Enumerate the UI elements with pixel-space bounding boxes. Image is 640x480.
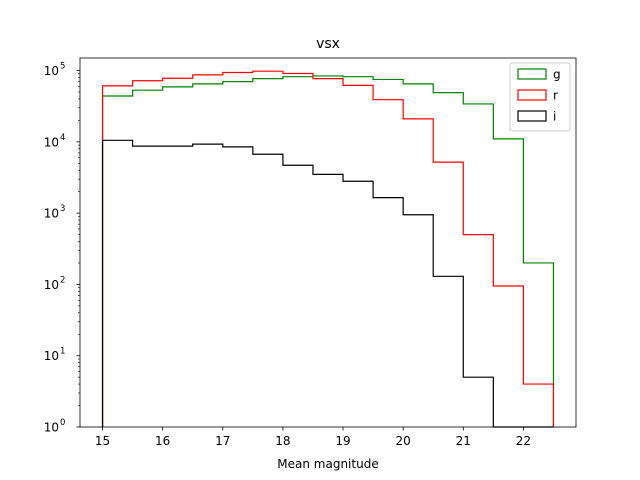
x-tick-label: 16	[155, 434, 170, 448]
legend: gri	[509, 62, 571, 132]
legend-label-g: g	[553, 68, 561, 82]
x-tick-label: 17	[215, 434, 230, 448]
chart-title: vsx	[316, 36, 340, 52]
y-tick-label: 10	[44, 278, 59, 292]
y-tick-label: 10	[44, 135, 59, 149]
x-tick-label: 15	[95, 434, 110, 448]
y-tick-exponent: 3	[60, 204, 65, 214]
plot-series	[101, 70, 555, 428]
legend-swatch-r	[517, 89, 547, 101]
plot-frame	[79, 57, 577, 428]
series-r-step	[101, 70, 555, 427]
legend-swatch-i	[517, 110, 547, 122]
y-tick-exponent: 0	[60, 418, 65, 428]
y-tick-label: 10	[44, 64, 59, 78]
series-g-step	[101, 75, 555, 427]
x-tick-label: 20	[396, 434, 411, 448]
x-tick-label: 21	[456, 434, 471, 448]
y-tick-exponent: 5	[60, 62, 65, 72]
y-tick-label: 10	[44, 349, 59, 363]
x-tick-label: 18	[275, 434, 290, 448]
y-tick-label: 10	[44, 421, 59, 435]
y-tick-exponent: 1	[60, 347, 65, 357]
series-i-step	[101, 139, 554, 428]
y-tick-exponent: 4	[60, 133, 65, 143]
legend-label-i: i	[553, 110, 556, 124]
legend-label-r: r	[553, 89, 558, 103]
legend-swatch-g	[517, 68, 547, 80]
y-tick-exponent: 2	[60, 275, 65, 285]
x-axis: 15 16 17 18 19 20 21 22	[95, 427, 531, 448]
x-tick-label: 22	[516, 434, 531, 448]
legend-box	[509, 62, 571, 132]
x-axis-label: Mean magnitude	[277, 457, 378, 471]
x-tick-label: 19	[335, 434, 350, 448]
y-tick-label: 10	[44, 207, 59, 221]
